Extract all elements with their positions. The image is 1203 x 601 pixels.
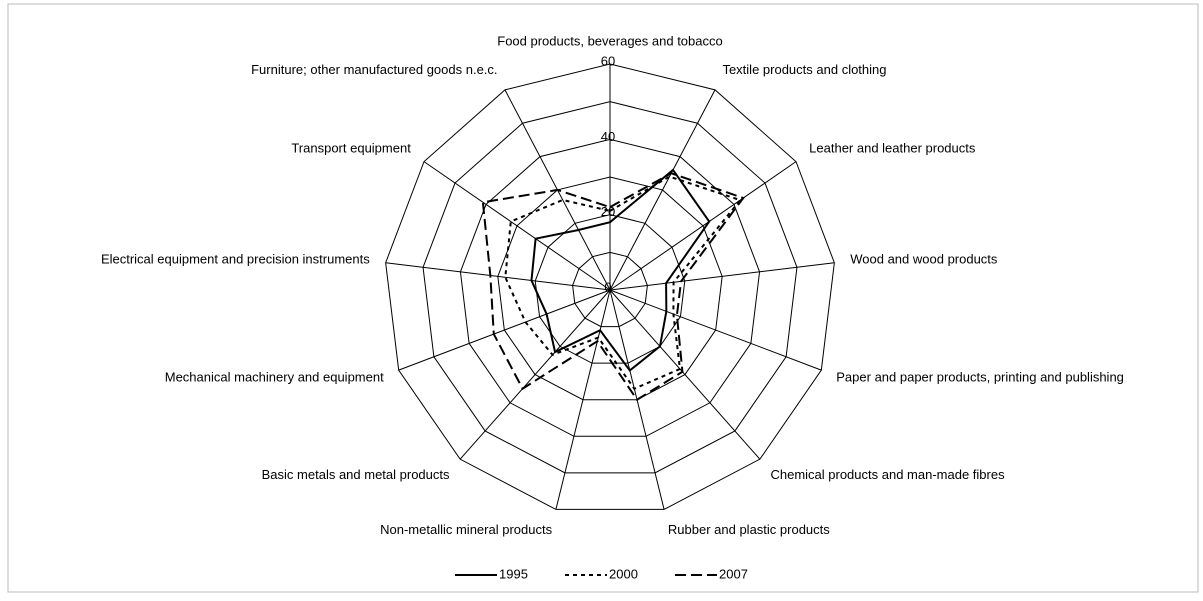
spoke	[609, 289, 761, 460]
category-label: Non-metallic mineral products	[380, 522, 552, 537]
y-tick-label: 0	[604, 279, 611, 294]
spoke	[385, 262, 611, 291]
legend-label: 2000	[609, 566, 638, 581]
category-label: Furniture; other manufactured goods n.e.…	[251, 62, 497, 77]
series-line	[530, 168, 711, 372]
category-label: Leather and leather products	[809, 141, 976, 156]
category-label: Rubber and plastic products	[668, 522, 830, 537]
category-label: Paper and paper products, printing and p…	[836, 369, 1124, 384]
grid-ring	[385, 63, 835, 510]
spoke	[398, 289, 611, 371]
category-label: Food products, beverages and tobacco	[497, 33, 722, 48]
spoke	[423, 161, 611, 291]
legend: 1995 2000 2007	[455, 566, 748, 581]
grid-ring	[459, 138, 761, 437]
grid-ring	[534, 214, 686, 364]
grid-ring	[572, 251, 648, 328]
spoke	[609, 161, 797, 291]
y-tick-label: 40	[601, 129, 615, 144]
category-label: Electrical equipment and precision instr…	[101, 252, 370, 267]
category-label: Basic metals and metal products	[262, 467, 450, 482]
series-line	[481, 172, 745, 402]
spoke	[609, 89, 716, 291]
series-line	[504, 175, 742, 390]
category-label: Mechanical machinery and equipment	[165, 369, 384, 384]
grid-ring	[497, 176, 723, 401]
legend-label: 1995	[499, 566, 528, 581]
grid-ring	[422, 101, 798, 474]
spoke	[555, 289, 611, 510]
legend-label: 2007	[719, 566, 748, 581]
spoke	[609, 289, 822, 371]
category-label: Textile products and clothing	[722, 62, 886, 77]
spoke	[459, 289, 611, 460]
labels: Food products, beverages and tobaccoText…	[101, 33, 1124, 537]
spoke	[609, 262, 835, 291]
plot	[481, 168, 745, 402]
category-label: Chemical products and man-made fibres	[770, 467, 1005, 482]
category-label: Wood and wood products	[850, 252, 998, 267]
category-label: Transport equipment	[291, 141, 411, 156]
y-tick-label: 20	[601, 204, 615, 219]
y-tick-label: 60	[601, 53, 615, 68]
